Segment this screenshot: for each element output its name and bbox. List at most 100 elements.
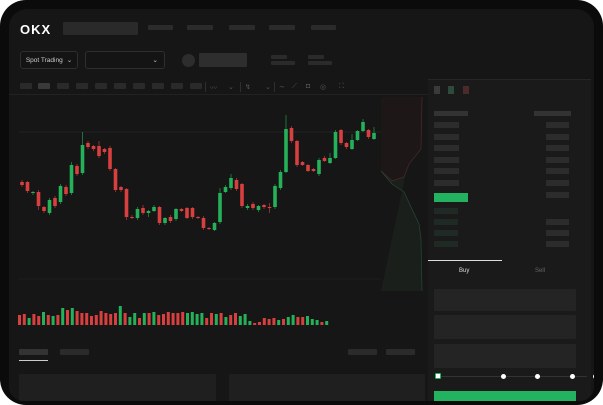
volume-bar	[166, 312, 170, 325]
volume-bar	[301, 317, 305, 325]
app-window: OKX Spot Trading ⌄ ⌄ 〰 ⌄ ↯ ⌄ ∼ ⟋ ◘ ◎ ⛶ Bu…	[9, 9, 594, 401]
volume-bar	[277, 320, 281, 325]
nav-item[interactable]	[269, 25, 295, 30]
indicator-icon[interactable]: ↯	[245, 84, 251, 91]
orders-panel	[19, 374, 216, 401]
candle	[322, 156, 327, 162]
ask-price	[434, 168, 459, 174]
sell-tab[interactable]: Sell	[535, 268, 546, 274]
total-input[interactable]	[434, 344, 576, 368]
candle	[355, 130, 360, 141]
volume-bar	[114, 313, 117, 325]
timeframe-button[interactable]	[171, 83, 183, 89]
candle	[284, 115, 288, 173]
orderbook-buy-icon[interactable]	[448, 86, 454, 94]
search-input[interactable]	[63, 22, 138, 35]
candle	[361, 119, 365, 132]
candle-body	[234, 180, 239, 189]
candle-body	[36, 192, 41, 206]
line-chart-icon[interactable]: ∼	[279, 84, 285, 91]
volume-bar	[32, 314, 36, 325]
candle-body	[58, 186, 63, 202]
candle-body	[141, 208, 145, 213]
slider-mark[interactable]	[593, 374, 594, 379]
buy-tab[interactable]: Buy	[459, 268, 470, 274]
candle	[75, 164, 79, 176]
orderbook-both-icon[interactable]	[434, 86, 440, 94]
candle-body	[317, 160, 321, 174]
timeframe-button[interactable]	[133, 83, 145, 89]
orderbook-sell-icon[interactable]	[463, 86, 469, 94]
candle	[25, 181, 30, 193]
volume-bar	[248, 321, 252, 325]
ask-price	[434, 134, 459, 140]
ruler-icon[interactable]: ⟋	[292, 83, 297, 90]
volume-bar	[181, 312, 185, 325]
timeframe-button[interactable]	[95, 83, 107, 89]
candle	[218, 188, 222, 224]
volume-bar	[306, 316, 309, 325]
volume-bar	[310, 319, 314, 325]
amount-input[interactable]	[434, 315, 576, 339]
chevron-down-icon[interactable]: ⌄	[265, 84, 271, 91]
price-input[interactable]	[434, 289, 576, 311]
pair-dropdown[interactable]: ⌄	[85, 51, 165, 69]
timeframe-button[interactable]	[114, 83, 126, 89]
slider-mark[interactable]	[570, 374, 575, 379]
fullscreen-icon[interactable]: ⛶	[339, 83, 344, 90]
candle	[311, 168, 316, 172]
timeframe-button[interactable]	[152, 83, 164, 89]
buy-button[interactable]	[434, 391, 576, 401]
ask-amount	[546, 145, 569, 151]
candle-body	[102, 149, 107, 152]
candle	[185, 207, 189, 219]
nav-item[interactable]	[187, 25, 213, 30]
positions-panel	[229, 374, 425, 401]
stat-label	[271, 55, 287, 59]
candle-body	[223, 187, 228, 192]
bid-price	[434, 230, 458, 236]
slider-mark[interactable]	[501, 374, 506, 379]
candle	[163, 217, 167, 225]
volume-bar	[18, 315, 21, 325]
nav-item[interactable]	[148, 25, 173, 30]
settings-icon[interactable]: ◎	[320, 84, 327, 91]
candle	[20, 180, 24, 187]
candle-body	[289, 128, 294, 141]
amount-slider[interactable]	[435, 373, 594, 379]
candlestick-chart[interactable]	[9, 9, 429, 339]
nav-item[interactable]	[229, 25, 255, 30]
volume-bar	[253, 323, 257, 325]
okx-logo[interactable]: OKX	[20, 22, 52, 37]
candle	[86, 141, 90, 149]
slider-mark[interactable]	[535, 374, 540, 379]
timeframe-button[interactable]	[190, 83, 202, 89]
chevron-down-icon[interactable]: ⌄	[228, 84, 234, 91]
candle-body	[97, 146, 101, 156]
tab-open-orders[interactable]	[19, 349, 48, 355]
chevron-down-icon: ⌄	[152, 57, 158, 64]
volume-bar	[37, 316, 41, 325]
candle	[278, 170, 283, 190]
candle-body	[273, 186, 277, 207]
candle-body	[201, 218, 206, 228]
slider-handle[interactable]	[435, 373, 441, 379]
timeframe-button[interactable]	[76, 83, 88, 89]
candle-type-icon[interactable]: 〰	[210, 85, 217, 92]
candle	[47, 198, 52, 215]
nav-item[interactable]	[311, 25, 336, 30]
timeframe-button[interactable]	[38, 83, 50, 89]
volume-bar	[61, 308, 65, 325]
market-dropdown[interactable]: Spot Trading ⌄	[20, 51, 78, 69]
tab-history[interactable]	[60, 349, 89, 355]
camera-icon[interactable]: ◘	[306, 83, 311, 90]
volume-bar	[90, 316, 93, 325]
bid-price	[434, 219, 458, 225]
timeframe-button[interactable]	[57, 83, 69, 89]
ask-price	[434, 180, 459, 186]
candle	[157, 206, 162, 225]
filter-button[interactable]	[386, 349, 415, 355]
timeframe-button[interactable]	[20, 83, 32, 89]
candle	[80, 132, 85, 175]
filter-button[interactable]	[348, 349, 377, 355]
